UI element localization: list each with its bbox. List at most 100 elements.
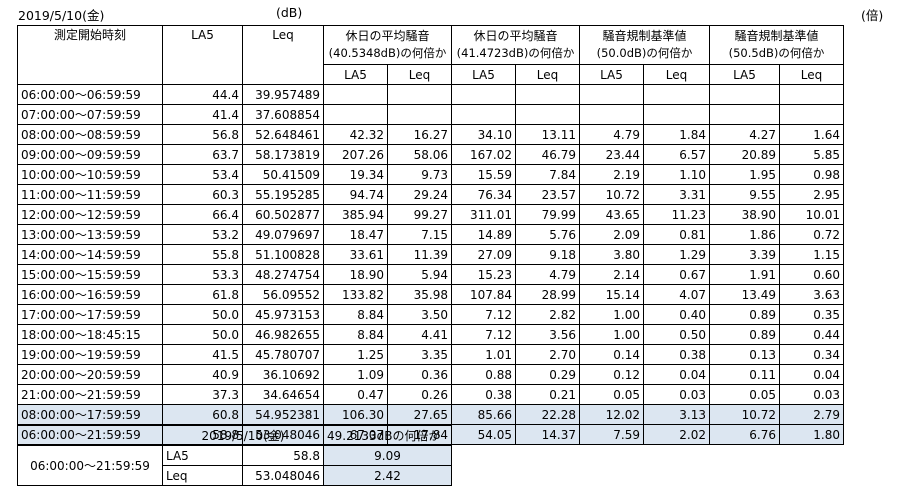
ratio-cell: 2.95 bbox=[779, 184, 844, 205]
ratio-cell: 20.89 bbox=[709, 144, 780, 165]
ratio-cell bbox=[323, 104, 388, 125]
ratio-cell: 43.65 bbox=[579, 204, 644, 225]
la5-cell: 53.4 bbox=[162, 164, 243, 185]
leq-cell: 51.100828 bbox=[242, 244, 324, 265]
ratio-cell: 18.90 bbox=[323, 264, 388, 285]
ratio-cell: 0.89 bbox=[709, 324, 780, 345]
ratio-cell: 10.72 bbox=[709, 404, 780, 425]
ratio-cell: 207.26 bbox=[323, 144, 388, 165]
ratio-cell bbox=[515, 104, 580, 125]
la5-cell: 60.3 bbox=[162, 184, 243, 205]
subheader-row: LA5 Leq LA5 Leq LA5 Leq LA5 Leq bbox=[18, 64, 844, 85]
ratio-cell: 42.32 bbox=[323, 124, 388, 145]
ratio-cell: 0.81 bbox=[643, 224, 710, 245]
table-row: 08:00:00～17:59:59 60.8 54.952381 106.30 27.6… bbox=[17, 404, 844, 425]
ratio-cell: 19.34 bbox=[323, 164, 388, 185]
time-cell: 07:00:00～07:59:59 bbox=[17, 104, 163, 125]
ratio-cell: 107.84 bbox=[451, 284, 516, 305]
ratio-cell bbox=[643, 104, 710, 125]
ratio-cell: 3.56 bbox=[515, 324, 580, 345]
table-row: 12:00:00～12:59:59 66.4 60.502877 385.94 99.2… bbox=[17, 204, 844, 225]
ratio-cell: 5.76 bbox=[515, 224, 580, 245]
leq-cell: 45.780707 bbox=[242, 344, 324, 365]
ratio-cell: 2.09 bbox=[579, 224, 644, 245]
ratio-cell: 8.84 bbox=[323, 304, 388, 325]
time-cell: 14:00:00～14:59:59 bbox=[17, 244, 163, 265]
ratio-cell: 1.25 bbox=[323, 344, 388, 365]
ratio-cell: 0.03 bbox=[643, 384, 710, 405]
leq-cell: 52.648461 bbox=[242, 124, 324, 145]
ratio-cell: 4.07 bbox=[643, 284, 710, 305]
ratio-cell: 0.04 bbox=[779, 364, 844, 385]
ratio-cell: 2.02 bbox=[643, 424, 710, 445]
time-cell: 08:00:00～08:59:59 bbox=[17, 124, 163, 145]
ratio-cell: 6.57 bbox=[643, 144, 710, 165]
ratio-cell bbox=[643, 84, 710, 105]
date-label: 2019/5/10(金) bbox=[18, 8, 105, 23]
ratio-cell: 13.49 bbox=[709, 284, 780, 305]
subheader-la5: LA5 bbox=[451, 64, 516, 85]
ratio-cell: 2.70 bbox=[515, 344, 580, 365]
ratio-cell: 1.01 bbox=[451, 344, 516, 365]
summary-compare-header: 49.2133dBの何倍か bbox=[323, 425, 452, 446]
time-cell: 10:00:00～10:59:59 bbox=[17, 164, 163, 185]
ratio-cell: 14.37 bbox=[515, 424, 580, 445]
summary-label-leq: Leq bbox=[162, 465, 243, 486]
ratio-cell: 1.80 bbox=[779, 424, 844, 445]
la5-cell: 61.8 bbox=[162, 284, 243, 305]
ratio-cell: 16.27 bbox=[387, 124, 452, 145]
time-cell: 12:00:00～12:59:59 bbox=[17, 204, 163, 225]
summary-date-label: 2019/5/10(金) bbox=[162, 425, 324, 446]
ratio-cell: 2.14 bbox=[579, 264, 644, 285]
table-row: 10:00:00～10:59:59 53.4 50.41509 19.34 9.73 15… bbox=[17, 164, 844, 185]
ratio-cell: 0.50 bbox=[643, 324, 710, 345]
time-cell: 21:00:00～21:59:59 bbox=[17, 384, 163, 405]
time-cell: 13:00:00～13:59:59 bbox=[17, 224, 163, 245]
ratio-cell: 33.61 bbox=[323, 244, 388, 265]
group-header-0: 休日の平均騒音 (40.5348dB)の何倍か bbox=[323, 25, 452, 65]
ratio-cell bbox=[709, 84, 780, 105]
ratio-cell: 1.15 bbox=[779, 244, 844, 265]
ratio-cell: 0.05 bbox=[579, 384, 644, 405]
ratio-cell: 1.29 bbox=[643, 244, 710, 265]
ratio-cell: 54.05 bbox=[451, 424, 516, 445]
ratio-cell: 3.39 bbox=[709, 244, 780, 265]
col-header-leq: Leq bbox=[242, 25, 324, 85]
ratio-cell: 0.89 bbox=[709, 304, 780, 325]
table-row: 07:00:00～07:59:59 41.4 37.608854 bbox=[17, 104, 844, 125]
ratio-cell: 23.44 bbox=[579, 144, 644, 165]
ratio-cell: 15.23 bbox=[451, 264, 516, 285]
ratio-cell: 7.12 bbox=[451, 324, 516, 345]
ratio-cell: 3.50 bbox=[387, 304, 452, 325]
ratio-cell: 0.88 bbox=[451, 364, 516, 385]
ratio-cell: 46.79 bbox=[515, 144, 580, 165]
ratio-cell: 0.35 bbox=[779, 304, 844, 325]
table-row: 15:00:00～15:59:59 53.3 48.274754 18.90 5.94 1… bbox=[17, 264, 844, 285]
col-header-time: 測定開始時刻 bbox=[17, 25, 163, 85]
la5-cell: 41.5 bbox=[162, 344, 243, 365]
ratio-cell: 0.47 bbox=[323, 384, 388, 405]
subheader-leq: Leq bbox=[515, 64, 580, 85]
subheader-leq: Leq bbox=[779, 64, 844, 85]
subheader-leq: Leq bbox=[643, 64, 710, 85]
ratio-cell: 22.28 bbox=[515, 404, 580, 425]
la5-cell: 41.4 bbox=[162, 104, 243, 125]
ratio-cell: 10.01 bbox=[779, 204, 844, 225]
leq-cell: 48.274754 bbox=[242, 264, 324, 285]
ratio-cell: 94.74 bbox=[323, 184, 388, 205]
ratio-cell: 3.13 bbox=[643, 404, 710, 425]
subheader-la5: LA5 bbox=[579, 64, 644, 85]
ratio-cell: 0.04 bbox=[643, 364, 710, 385]
ratio-cell: 3.63 bbox=[779, 284, 844, 305]
ratio-cell: 1.10 bbox=[643, 164, 710, 185]
ratio-cell: 4.41 bbox=[387, 324, 452, 345]
ratio-cell: 385.94 bbox=[323, 204, 388, 225]
ratio-cell: 38.90 bbox=[709, 204, 780, 225]
table-row: 17:00:00～17:59:59 50.0 45.973153 8.84 3.50 7.… bbox=[17, 304, 844, 325]
ratio-cell bbox=[779, 84, 844, 105]
la5-cell: 55.8 bbox=[162, 244, 243, 265]
ratio-cell: 8.84 bbox=[323, 324, 388, 345]
ratio-cell: 15.59 bbox=[451, 164, 516, 185]
ratio-cell: 9.18 bbox=[515, 244, 580, 265]
ratio-cell: 0.05 bbox=[709, 384, 780, 405]
